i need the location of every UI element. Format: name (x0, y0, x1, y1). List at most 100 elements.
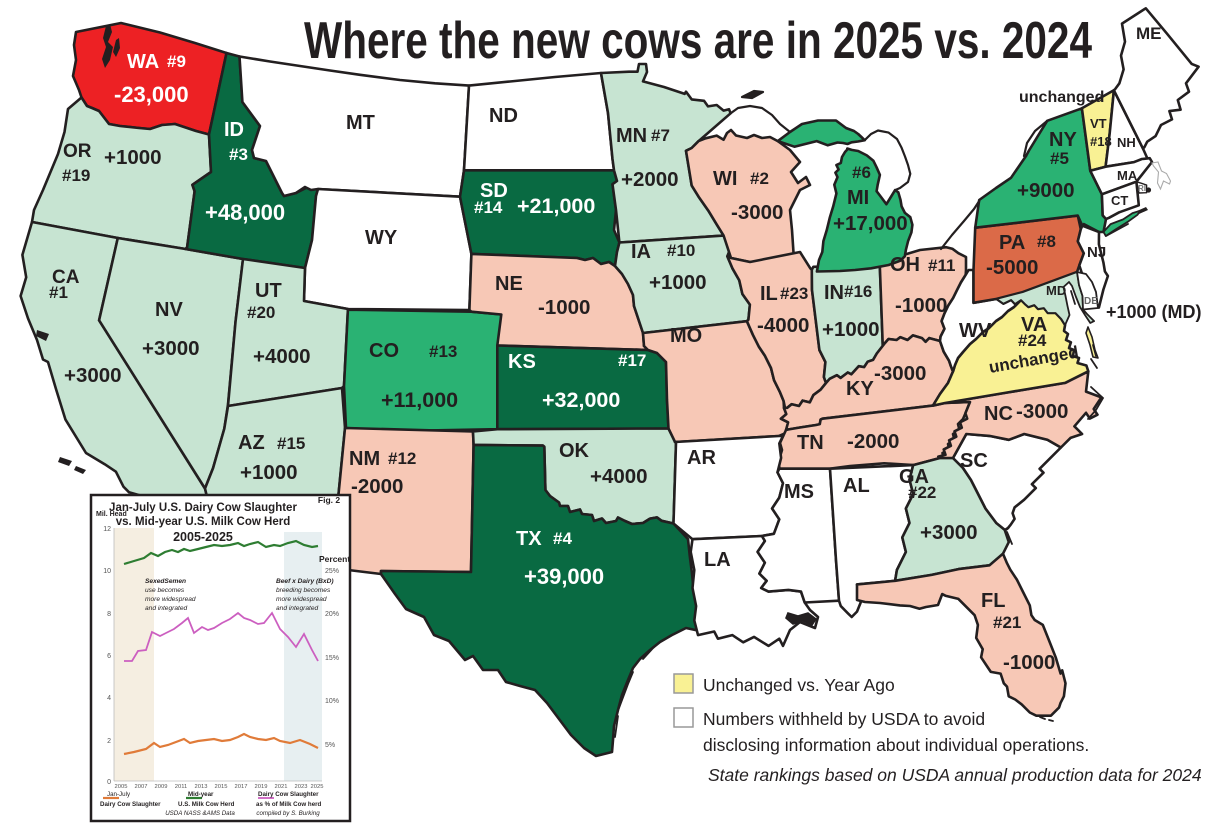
svg-text:+1000: +1000 (649, 271, 707, 294)
svg-text:MD: MD (1046, 283, 1066, 298)
svg-text:NY: NY (1049, 129, 1077, 151)
svg-text:breeding becomes: breeding becomes (276, 587, 331, 594)
svg-text:NH: NH (1117, 135, 1136, 150)
svg-text:State rankings based on USDA a: State rankings based on USDA annual prod… (708, 765, 1202, 785)
svg-text:#15: #15 (277, 434, 305, 453)
svg-text:AL: AL (843, 475, 870, 497)
svg-text:MS: MS (784, 481, 814, 503)
svg-text:#3: #3 (229, 145, 248, 164)
svg-text:+32,000: +32,000 (542, 388, 620, 412)
svg-text:15%: 15% (325, 655, 339, 662)
svg-text:compiled by S. Burking: compiled by S. Burking (256, 810, 320, 817)
svg-text:2017: 2017 (235, 784, 248, 790)
svg-text:OK: OK (559, 440, 590, 462)
svg-text:#10: #10 (667, 241, 695, 260)
svg-text:use becomes: use becomes (145, 587, 185, 594)
svg-text:Fig. 2: Fig. 2 (318, 495, 340, 505)
svg-text:GA: GA (899, 466, 929, 488)
svg-text:ME: ME (1136, 24, 1162, 43)
svg-text:Mid-year: Mid-year (188, 791, 214, 798)
svg-text:2011: 2011 (175, 784, 187, 790)
svg-text:WI: WI (713, 168, 737, 190)
svg-text:Mil. Head: Mil. Head (96, 511, 127, 518)
svg-text:MN: MN (616, 125, 647, 147)
svg-text:+3000: +3000 (920, 521, 978, 544)
svg-text:+1000: +1000 (104, 146, 162, 169)
svg-text:10: 10 (103, 568, 111, 575)
svg-text:+1000: +1000 (240, 461, 298, 484)
svg-text:TX: TX (516, 528, 542, 550)
svg-text:#5: #5 (1050, 149, 1069, 168)
svg-text:LA: LA (704, 549, 731, 571)
svg-text:-2000: -2000 (847, 430, 899, 453)
svg-text:#20: #20 (247, 303, 275, 322)
svg-text:+39,000: +39,000 (524, 564, 604, 589)
svg-text:Beef x Dairy (BxD): Beef x Dairy (BxD) (276, 578, 334, 585)
svg-text:#19: #19 (62, 166, 90, 185)
svg-text:AR: AR (687, 447, 716, 469)
svg-text:as % of Milk Cow herd: as % of Milk Cow herd (256, 801, 322, 808)
svg-text:KY: KY (846, 378, 874, 400)
svg-text:2005-2025: 2005-2025 (173, 530, 233, 544)
svg-text:0: 0 (107, 779, 111, 786)
svg-text:MI: MI (847, 187, 869, 209)
svg-text:#12: #12 (388, 449, 416, 468)
svg-text:2013: 2013 (195, 784, 208, 790)
svg-text:2009: 2009 (155, 784, 168, 790)
svg-text:25%: 25% (325, 568, 339, 575)
svg-text:#21: #21 (993, 613, 1021, 632)
svg-text:#7: #7 (651, 126, 670, 145)
svg-text:-1000: -1000 (538, 296, 590, 319)
svg-text:USDA NASS &AMS Data: USDA NASS &AMS Data (165, 810, 235, 817)
svg-text:+2000: +2000 (621, 168, 679, 191)
svg-text:+3000: +3000 (142, 337, 200, 360)
svg-text:-23,000: -23,000 (114, 82, 189, 107)
svg-text:VA: VA (1021, 314, 1047, 336)
svg-text:MA: MA (1117, 168, 1138, 183)
svg-text:+11,000: +11,000 (381, 388, 458, 412)
svg-text:2007: 2007 (135, 784, 148, 790)
svg-text:12: 12 (103, 526, 111, 533)
svg-text:#1: #1 (49, 283, 68, 302)
svg-text:WV: WV (959, 320, 992, 342)
svg-text:#8: #8 (1037, 232, 1056, 251)
svg-text:and integrated: and integrated (145, 605, 187, 612)
svg-text:20%: 20% (325, 611, 339, 618)
svg-text:Unchanged vs. Year Ago: Unchanged vs. Year Ago (703, 675, 895, 695)
svg-text:Jan-July: Jan-July (107, 791, 131, 798)
svg-text:+21,000: +21,000 (517, 194, 595, 218)
svg-text:OR: OR (63, 141, 92, 162)
svg-text:CO: CO (369, 340, 399, 362)
svg-text:disclosing information about i: disclosing information about individual … (703, 735, 1089, 755)
svg-text:PA: PA (999, 232, 1025, 254)
svg-text:unchanged: unchanged (1019, 89, 1104, 106)
svg-text:#2: #2 (750, 169, 769, 188)
svg-text:2: 2 (107, 738, 111, 745)
svg-text:KS: KS (508, 351, 536, 373)
svg-text:OH: OH (890, 254, 920, 276)
svg-text:TN: TN (797, 432, 824, 454)
svg-text:#6: #6 (852, 163, 871, 182)
svg-text:+1000 (MD): +1000 (MD) (1106, 302, 1202, 322)
svg-text:#16: #16 (844, 282, 872, 301)
svg-text:2015: 2015 (215, 784, 228, 790)
svg-text:Jan-July U.S. Dairy Cow Slaugh: Jan-July U.S. Dairy Cow Slaughter (109, 502, 297, 514)
svg-text:8: 8 (107, 611, 111, 618)
svg-text:SC: SC (960, 450, 988, 472)
svg-text:IL: IL (760, 283, 778, 305)
svg-text:+9000: +9000 (1017, 179, 1075, 202)
svg-text:CT: CT (1111, 193, 1128, 208)
svg-text:Dairy Cow Slaughter: Dairy Cow Slaughter (100, 801, 161, 808)
svg-text:10%: 10% (325, 698, 339, 705)
svg-text:-3000: -3000 (731, 201, 783, 224)
svg-text:WY: WY (365, 227, 398, 249)
svg-text:VT: VT (1090, 116, 1107, 131)
svg-text:NM: NM (349, 448, 380, 470)
svg-text:-2000: -2000 (351, 475, 403, 498)
svg-text:Where the new cows are in 2025: Where the new cows are in 2025 vs. 2024 (304, 12, 1092, 70)
svg-text:6: 6 (107, 653, 111, 660)
svg-text:ND: ND (489, 105, 518, 127)
svg-text:IN: IN (824, 282, 844, 304)
svg-text:WA: WA (127, 51, 159, 73)
svg-text:more widespread: more widespread (276, 596, 327, 603)
